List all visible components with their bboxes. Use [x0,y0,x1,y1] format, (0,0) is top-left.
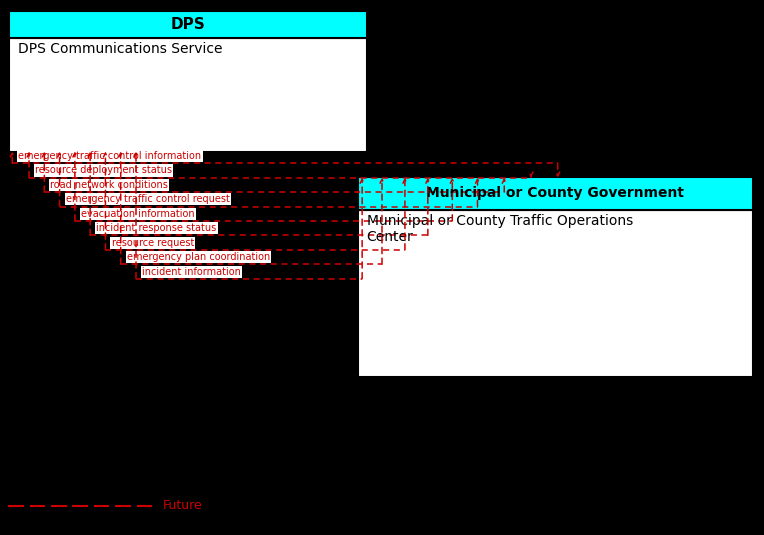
Bar [358,210,753,377]
Bar [358,177,753,210]
Text: incident response status: incident response status [96,223,216,233]
Text: incident information: incident information [142,266,241,277]
Text: Municipal or County Traffic Operations
Center: Municipal or County Traffic Operations C… [367,214,633,244]
Text: DPS: DPS [170,17,206,32]
Text: emergency traffic control request: emergency traffic control request [66,194,229,204]
Text: road network conditions: road network conditions [50,180,168,190]
Text: emergency plan coordination: emergency plan coordination [127,252,270,262]
Bar [9,37,367,152]
Text: DPS Communications Service: DPS Communications Service [18,42,223,56]
Text: resource deployment status: resource deployment status [35,165,172,175]
Text: Municipal or County Government: Municipal or County Government [426,186,685,200]
Text: emergency traffic control information: emergency traffic control information [18,151,202,161]
Text: evacuation information: evacuation information [81,209,195,219]
Bar [9,11,367,37]
Text: resource request: resource request [112,238,194,248]
Text: Future: Future [163,499,202,512]
